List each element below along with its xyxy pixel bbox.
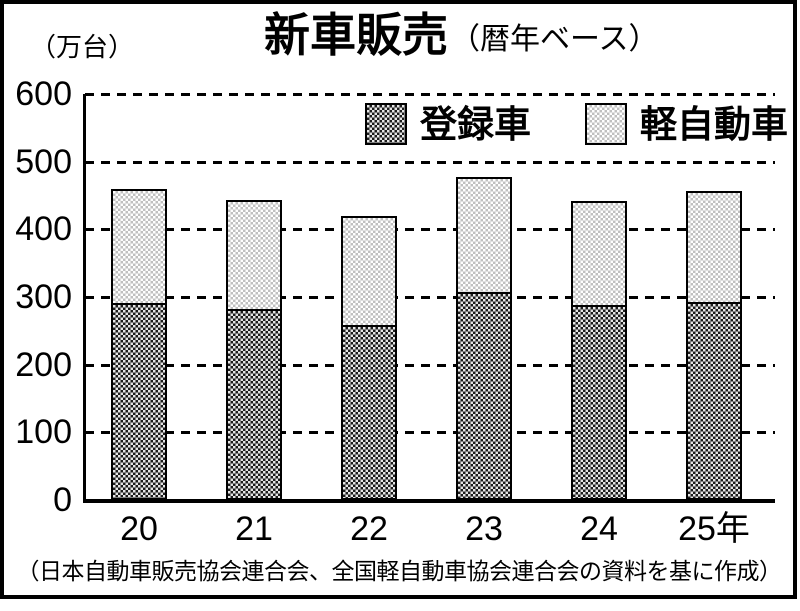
- y-tick-label-600: 600: [15, 75, 72, 113]
- bar-group-22: [341, 215, 397, 500]
- legend-item-kei: 軽自動車: [585, 103, 788, 145]
- y-tick-label-300: 300: [15, 278, 72, 316]
- gridline-100: [85, 431, 775, 435]
- gridline-200: [85, 363, 775, 367]
- bar-segment-registered-24: [573, 305, 625, 498]
- gridline-500: [85, 160, 775, 164]
- y-axis-line: [83, 94, 86, 502]
- chart-title: 新車販売 （暦年ベース）: [264, 12, 659, 58]
- x-tick-label-20: 20: [120, 510, 158, 548]
- x-tick-label-25年: 25年: [678, 510, 750, 548]
- x-axis-line: [83, 499, 775, 503]
- y-tick-label-200: 200: [15, 345, 72, 384]
- bar-group-20: [111, 188, 167, 500]
- bar-group-24: [571, 200, 627, 500]
- legend: 登録車 軽自動車: [365, 103, 788, 145]
- bar-segment-registered-21: [228, 309, 280, 498]
- gridline-400: [85, 228, 775, 232]
- gridline-300: [85, 296, 775, 299]
- bar-segment-registered-25年: [688, 301, 740, 498]
- chart-title-main: 新車販売: [264, 9, 448, 61]
- bar-segment-registered-20: [113, 303, 165, 498]
- y-tick-label-100: 100: [15, 413, 72, 452]
- y-tick-label-400: 400: [15, 210, 72, 249]
- legend-item-registered: 登録車: [365, 103, 531, 145]
- bar-group-25年: [686, 190, 742, 500]
- bar-segment-registered-23: [458, 292, 510, 498]
- bar-group-23: [456, 176, 512, 500]
- y-axis-unit-label: （万台）: [30, 32, 135, 62]
- plot-area: 登録車 軽自動車 20 21 22 23 24 25年: [83, 93, 788, 548]
- chart-title-sub: （暦年ベース）: [450, 23, 659, 56]
- bar-segment-registered-22: [343, 324, 395, 498]
- x-tick-label-24: 24: [580, 510, 618, 548]
- y-tick-label-500: 500: [15, 142, 72, 181]
- x-tick-label-23: 23: [465, 510, 503, 548]
- x-tick-label-21: 21: [235, 510, 273, 548]
- bar-group-21: [226, 199, 282, 500]
- source-note: （日本自動車販売協会連合会、全国軽自動車協会連合会の資料を基に作成）: [16, 558, 783, 584]
- x-tick-label-22: 22: [350, 510, 388, 548]
- legend-swatch-kei-icon: [585, 103, 627, 145]
- y-axis-labels: 0 100 200 300 400 500 600: [0, 75, 72, 519]
- gridline-600: [85, 93, 775, 96]
- legend-swatch-registered-icon: [365, 103, 407, 145]
- legend-label-kei: 軽自動車: [640, 103, 788, 145]
- legend-label-registered: 登録車: [420, 103, 531, 145]
- y-tick-label-0: 0: [53, 481, 72, 519]
